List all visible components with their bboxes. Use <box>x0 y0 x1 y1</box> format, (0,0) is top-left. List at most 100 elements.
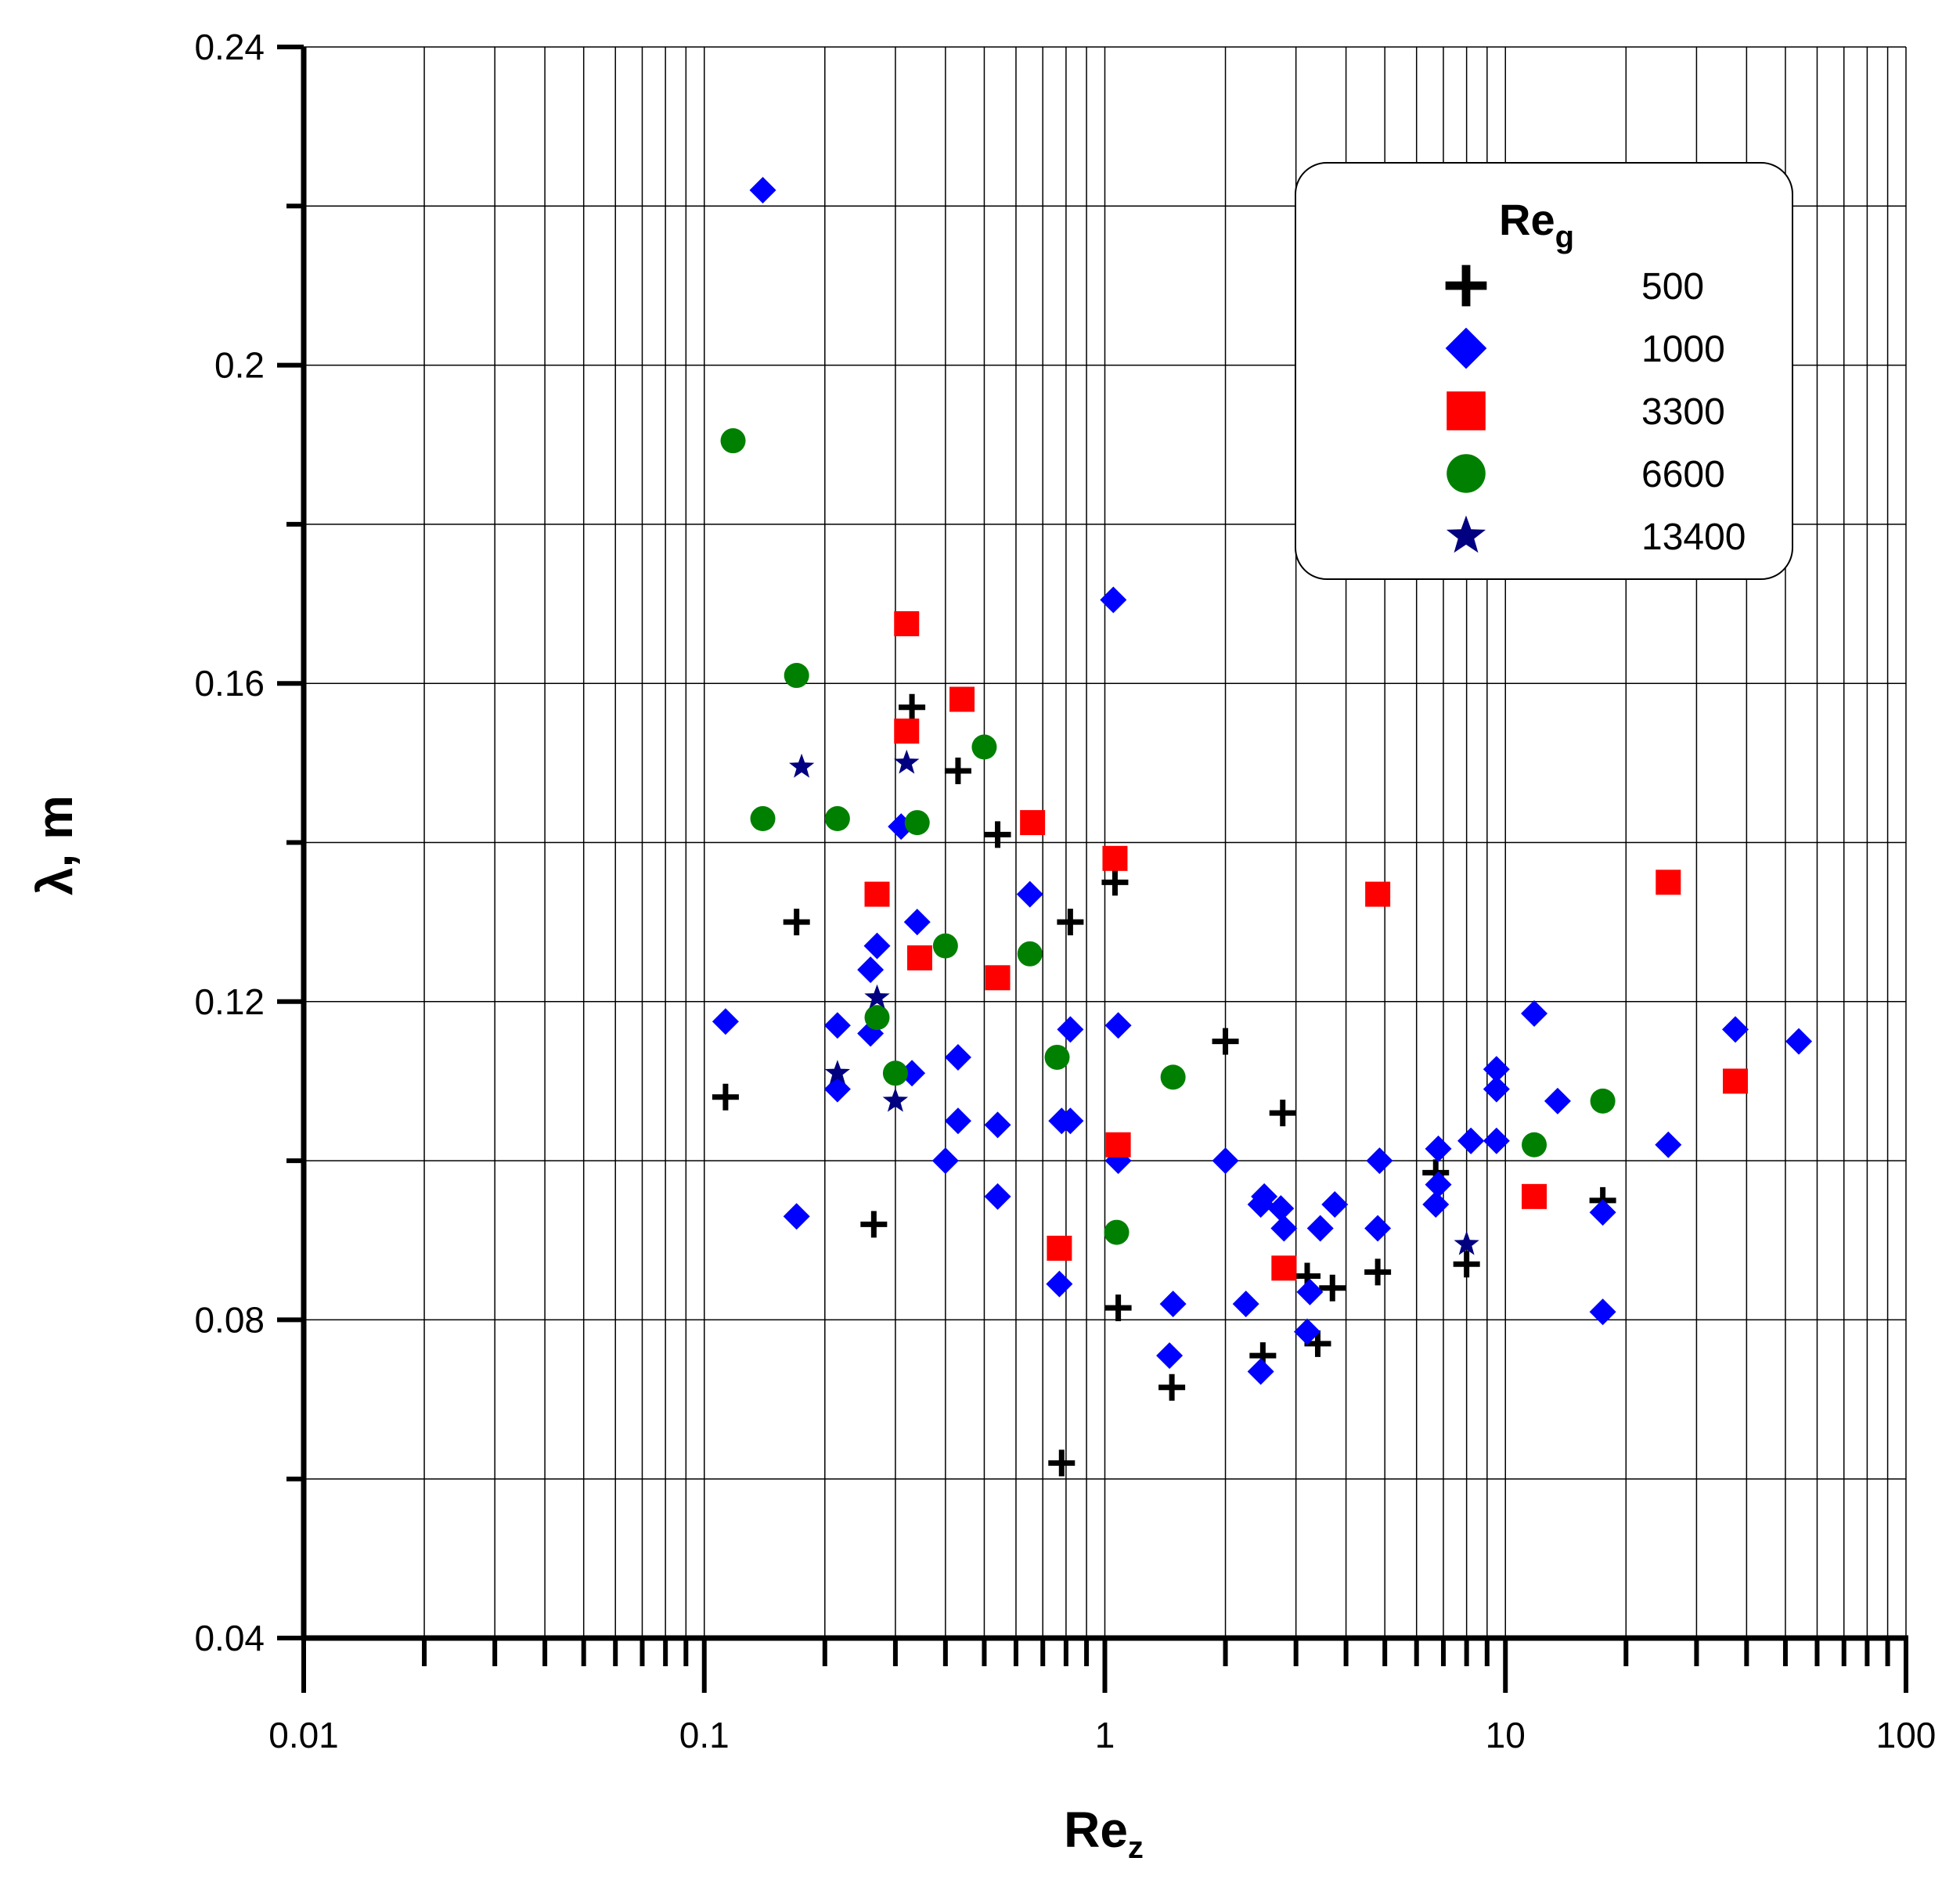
data-point-diamond <box>1100 586 1127 614</box>
legend-label: 6600 <box>1641 454 1725 495</box>
data-point-star <box>864 984 890 1009</box>
y-tick-label: 0.04 <box>194 1618 265 1658</box>
data-point-diamond <box>1016 880 1043 908</box>
data-point-star <box>824 1060 850 1084</box>
data-point-diamond <box>984 1111 1011 1139</box>
legend-title: Reg <box>1499 195 1574 254</box>
data-point-diamond <box>1212 1147 1239 1175</box>
series-13400 <box>789 749 1479 1255</box>
data-point-square <box>1020 810 1046 836</box>
data-point-diamond <box>1521 1000 1548 1028</box>
data-point-plus <box>783 909 810 936</box>
legend-box <box>1295 162 1793 580</box>
series-6600 <box>720 428 1616 1245</box>
tick-labels: 0.04 0.08 0.12 0.16 0.2 0.24 0.01 0.1 1 10 100 <box>194 27 1936 1755</box>
data-point-diamond <box>984 1183 1011 1210</box>
x-axis-title: Rez <box>1064 1802 1144 1865</box>
data-point-star <box>894 749 920 774</box>
data-point-plus <box>899 693 926 721</box>
data-point-square <box>1656 869 1681 895</box>
x-tick-label: 0.1 <box>679 1715 730 1755</box>
data-point-diamond <box>1104 1012 1132 1039</box>
legend-marker-13400 <box>1446 515 1486 553</box>
data-point-circle <box>784 663 809 689</box>
data-point-plus <box>944 758 971 785</box>
y-axis-title: λ, m <box>27 795 83 895</box>
data-point-diamond <box>1057 1107 1084 1135</box>
legend-marker-6600 <box>1447 454 1486 493</box>
data-point-circle <box>932 933 958 959</box>
data-point-diamond <box>1589 1199 1616 1226</box>
x-tick-label: 10 <box>1486 1715 1526 1755</box>
data-point-square <box>894 718 920 744</box>
series-1000 <box>712 176 1813 1385</box>
data-point-circle <box>1044 1044 1070 1070</box>
data-point-circle <box>882 1060 908 1086</box>
data-point-plus <box>1269 1100 1296 1127</box>
x-tick-label: 0.01 <box>268 1715 339 1755</box>
data-point-square <box>1102 845 1128 871</box>
data-point-diamond <box>1483 1127 1510 1154</box>
legend-label: 3300 <box>1641 391 1725 433</box>
data-point-circle <box>1590 1088 1616 1114</box>
data-point-diamond <box>1232 1291 1259 1318</box>
data-point-square <box>985 965 1011 991</box>
data-point-plus <box>1158 1374 1186 1401</box>
data-point-diamond <box>783 1203 810 1230</box>
data-point-star <box>789 753 815 778</box>
data-point-square <box>894 610 920 636</box>
x-tick-label: 100 <box>1876 1715 1937 1755</box>
data-point-plus <box>1212 1028 1239 1055</box>
legend-marker-1000 <box>1445 327 1487 369</box>
data-point-diamond <box>944 1107 971 1135</box>
data-point-square <box>1271 1255 1297 1281</box>
data-point-diamond <box>1655 1131 1682 1158</box>
data-point-diamond <box>1247 1358 1274 1385</box>
data-point-diamond <box>1425 1171 1452 1198</box>
data-point-square <box>1723 1068 1749 1094</box>
x-tick-label: 1 <box>1095 1715 1115 1755</box>
data-point-circle <box>1017 941 1043 967</box>
data-point-square <box>1047 1235 1072 1261</box>
data-point-circle <box>971 734 997 760</box>
data-point-diamond <box>1046 1270 1073 1298</box>
data-point-diamond <box>1364 1215 1392 1242</box>
data-point-diamond <box>1422 1191 1450 1219</box>
legend-label: 500 <box>1641 266 1704 308</box>
data-point-circle <box>1522 1132 1547 1158</box>
data-point-diamond <box>931 1147 959 1175</box>
data-point-circle <box>864 1005 890 1031</box>
data-point-diamond <box>903 909 931 936</box>
data-points <box>712 176 1813 1477</box>
data-point-diamond <box>1306 1215 1334 1242</box>
data-point-square <box>906 945 932 970</box>
data-point-diamond <box>1785 1028 1813 1055</box>
data-point-diamond <box>1425 1135 1452 1162</box>
data-point-plus <box>1319 1274 1346 1302</box>
y-tick-label: 0.08 <box>194 1299 265 1340</box>
data-point-diamond <box>1251 1183 1278 1210</box>
data-point-diamond <box>1057 1016 1084 1043</box>
data-point-circle <box>1104 1219 1130 1245</box>
data-point-plus <box>1104 1294 1132 1322</box>
data-point-star <box>1454 1230 1479 1255</box>
data-point-plus <box>1048 1449 1075 1477</box>
y-tick-label: 0.12 <box>194 981 265 1022</box>
data-point-diamond <box>1483 1056 1510 1083</box>
data-point-square <box>1105 1132 1131 1158</box>
legend-marker-3300 <box>1447 391 1486 430</box>
data-point-diamond <box>1722 1016 1749 1043</box>
data-point-circle <box>1160 1064 1186 1090</box>
data-point-square <box>864 881 890 907</box>
legend-label: 13400 <box>1641 517 1746 558</box>
data-point-plus <box>1364 1258 1392 1286</box>
data-point-plus <box>1304 1330 1331 1357</box>
data-point-diamond <box>823 1075 851 1103</box>
y-tick-label: 0.24 <box>194 27 265 67</box>
data-point-plus <box>1057 909 1084 936</box>
data-point-diamond <box>1270 1215 1298 1242</box>
data-point-circle <box>904 810 930 836</box>
data-point-plus <box>712 1083 739 1111</box>
data-point-diamond <box>1457 1127 1485 1154</box>
